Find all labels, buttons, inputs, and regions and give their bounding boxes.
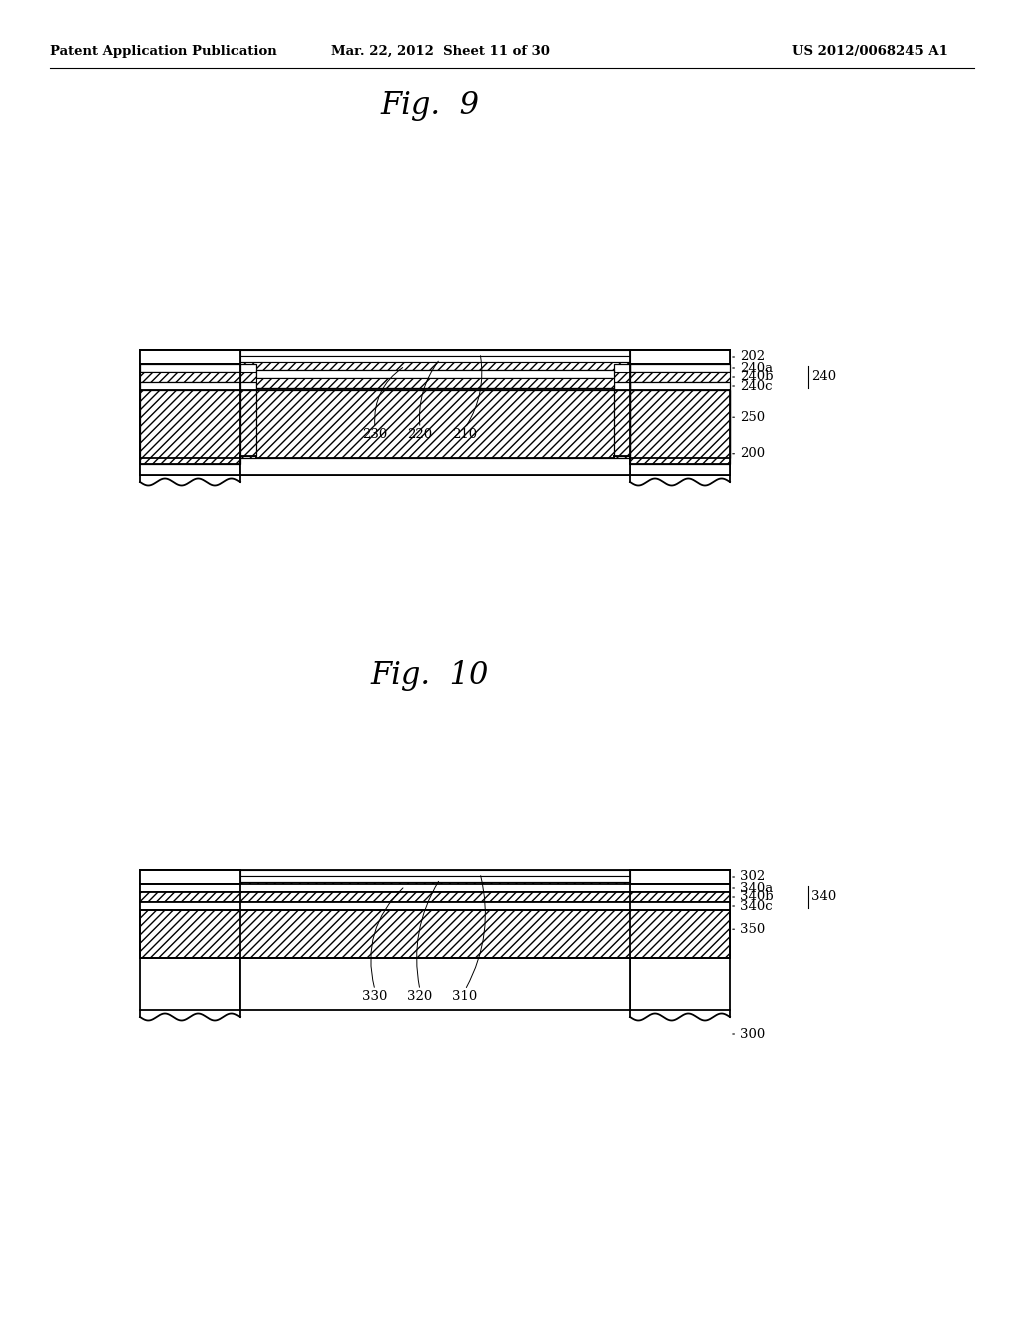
Bar [256,370,614,378]
Bar [140,381,240,389]
Bar [140,350,240,475]
Text: 240b: 240b [733,371,773,384]
Bar [240,362,630,370]
Bar [140,350,730,364]
Bar [614,364,630,378]
Bar [240,381,256,396]
Bar [630,372,730,381]
Text: Mar. 22, 2012  Sheet 11 of 30: Mar. 22, 2012 Sheet 11 of 30 [331,45,550,58]
Bar [240,870,630,876]
Text: 320: 320 [408,990,432,1003]
Bar [630,381,730,389]
Bar [140,389,240,465]
Bar [630,350,730,475]
Bar [630,389,730,465]
Text: 340a: 340a [733,882,773,895]
Text: Patent Application Publication: Patent Application Publication [50,45,276,58]
Text: Fig.  10: Fig. 10 [371,660,489,690]
Text: 330: 330 [362,990,388,1003]
Bar [240,356,630,362]
Text: 340: 340 [811,891,837,903]
Bar [630,870,730,1010]
Bar [140,372,240,381]
Bar [140,902,730,909]
Text: 310: 310 [453,990,477,1003]
Text: 340b: 340b [733,891,773,903]
Text: 240: 240 [811,371,837,384]
Text: 220: 220 [408,428,432,441]
Bar [256,378,614,388]
Bar [240,350,630,356]
Text: US 2012/0068245 A1: US 2012/0068245 A1 [792,45,948,58]
Text: 210: 210 [453,428,477,441]
Bar [240,389,256,455]
Text: 230: 230 [362,428,388,441]
Bar [614,389,630,455]
Bar [240,364,256,378]
Bar [140,364,240,372]
Text: 202: 202 [733,351,765,363]
Text: 302: 302 [733,870,765,883]
Text: 200: 200 [733,447,765,461]
Text: 340c: 340c [733,899,773,912]
Text: 350: 350 [733,923,765,936]
Bar [240,870,630,884]
Text: Fig.  9: Fig. 9 [381,90,479,121]
Bar [614,372,630,388]
Bar [630,364,730,372]
Bar [140,870,730,884]
Bar [140,350,730,475]
Bar [240,350,630,364]
Bar [240,870,630,1010]
Text: 240c: 240c [733,380,772,392]
Bar [240,372,256,388]
Text: 300: 300 [733,1027,765,1040]
Text: 240a: 240a [733,362,773,375]
Bar [240,882,630,890]
Bar [140,884,730,892]
Bar [140,892,730,902]
Bar [240,876,630,882]
Bar [256,388,614,396]
Bar [140,389,730,458]
Bar [240,350,630,475]
Bar [140,909,730,958]
Bar [614,381,630,396]
Bar [140,870,240,1010]
Text: 250: 250 [733,411,765,424]
